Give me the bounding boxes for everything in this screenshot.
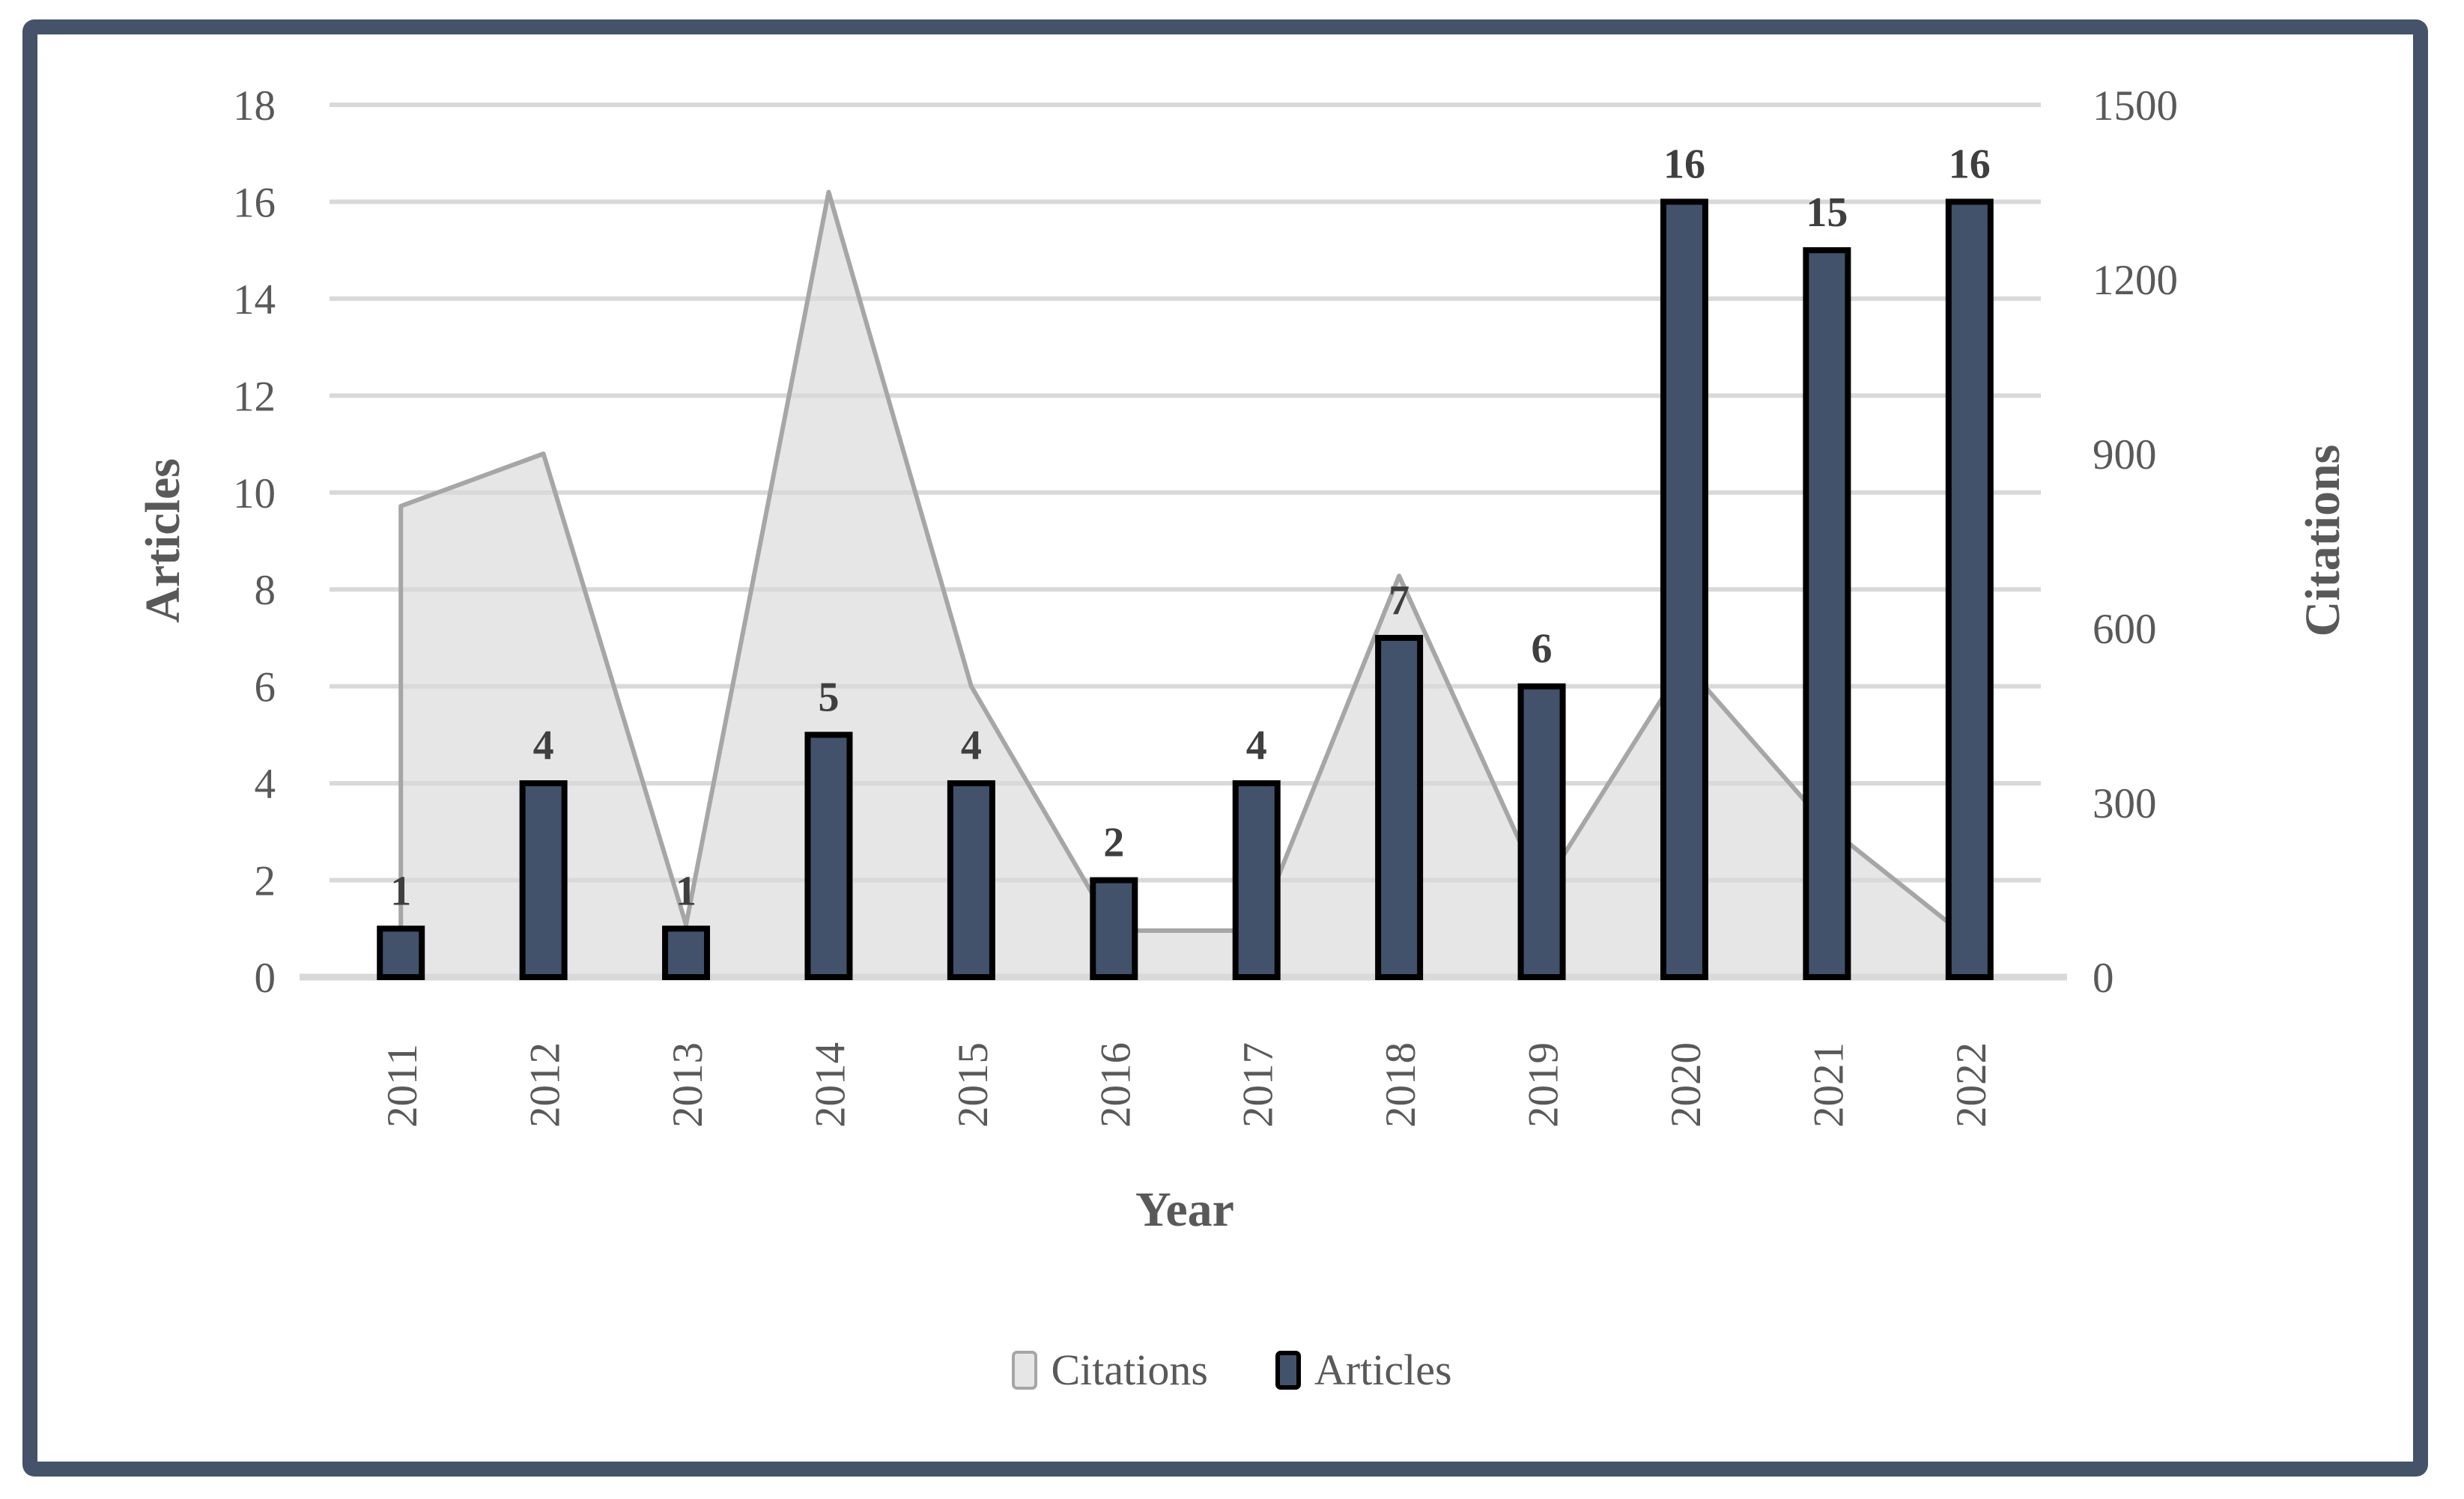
bar-data-label: 16 xyxy=(1663,141,1705,187)
x-axis-tick-label: 2017 xyxy=(1235,1042,1282,1128)
left-axis-tick-label: 12 xyxy=(233,373,276,420)
articles-swatch-icon xyxy=(1275,1350,1301,1390)
bar-data-label: 1 xyxy=(390,868,411,914)
left-axis-tick-label: 8 xyxy=(255,567,276,614)
legend: Citations Articles xyxy=(0,1345,2464,1395)
x-axis-title: Year xyxy=(1135,1182,1234,1237)
left-axis-title: Articles xyxy=(136,458,190,623)
x-axis-tick-label: 2015 xyxy=(950,1042,997,1128)
bar-2020 xyxy=(1660,198,1708,980)
bar-2019 xyxy=(1517,683,1566,981)
bar-2021 xyxy=(1803,247,1851,980)
left-axis-tick-label: 18 xyxy=(233,82,276,130)
bar-data-label: 5 xyxy=(818,674,839,720)
left-axis-tick-label: 14 xyxy=(233,276,276,323)
citations-swatch-icon xyxy=(1012,1350,1038,1390)
bar-data-label: 4 xyxy=(1246,723,1267,769)
right-axis-tick-label: 300 xyxy=(2093,780,2157,827)
bar-2013 xyxy=(662,925,711,981)
x-axis-tick-label: 2011 xyxy=(379,1044,426,1128)
x-axis-tick-label: 2021 xyxy=(1805,1042,1852,1128)
x-axis-tick-label: 2019 xyxy=(1520,1042,1568,1128)
x-axis-tick-label: 2014 xyxy=(807,1042,854,1128)
legend-item-articles: Articles xyxy=(1275,1345,1452,1395)
bar-2012 xyxy=(519,780,568,980)
right-axis-tick-label: 1200 xyxy=(2093,257,2178,304)
legend-label-citations: Citations xyxy=(1051,1346,1208,1394)
bar-2014 xyxy=(804,732,853,981)
bar-2016 xyxy=(1090,877,1138,980)
legend-label-articles: Articles xyxy=(1314,1346,1452,1394)
left-axis-tick-label: 0 xyxy=(255,955,276,1002)
right-axis-tick-label: 0 xyxy=(2093,955,2114,1002)
left-axis-tick-label: 10 xyxy=(233,470,276,517)
bar-data-label: 15 xyxy=(1806,189,1848,236)
bar-2017 xyxy=(1232,780,1281,980)
x-axis-tick-label: 2013 xyxy=(664,1042,711,1128)
left-axis-tick-label: 16 xyxy=(233,179,276,226)
bar-data-label: 16 xyxy=(1949,141,1991,187)
bar-data-label: 4 xyxy=(961,723,982,769)
bar-2018 xyxy=(1375,634,1424,980)
left-axis-tick-label: 4 xyxy=(255,761,276,808)
bar-data-label: 6 xyxy=(1532,626,1553,672)
x-axis-tick-label: 2020 xyxy=(1663,1042,1710,1128)
bar-2011 xyxy=(377,925,425,981)
right-axis-tick-label: 600 xyxy=(2093,606,2157,653)
right-axis-tick-label: 900 xyxy=(2093,431,2157,478)
x-axis-tick-label: 2012 xyxy=(522,1042,569,1128)
left-axis-tick-label: 2 xyxy=(255,858,276,905)
bar-2015 xyxy=(947,780,995,980)
x-axis-tick-label: 2016 xyxy=(1092,1042,1139,1128)
bar-2022 xyxy=(1945,198,1994,980)
bar-data-label: 7 xyxy=(1389,577,1409,624)
right-axis-tick-label: 1500 xyxy=(2093,82,2178,130)
citations-area-fill xyxy=(401,192,1970,977)
right-axis-title: Citations xyxy=(2295,444,2350,637)
bar-data-label: 2 xyxy=(1103,820,1124,866)
left-axis-tick-label: 6 xyxy=(255,664,276,711)
bar-data-label: 4 xyxy=(533,723,554,769)
legend-item-citations: Citations xyxy=(1012,1345,1208,1395)
x-axis-tick-label: 2018 xyxy=(1377,1042,1424,1128)
bar-data-label: 1 xyxy=(676,868,697,914)
x-axis-tick-label: 2022 xyxy=(1948,1042,1995,1128)
